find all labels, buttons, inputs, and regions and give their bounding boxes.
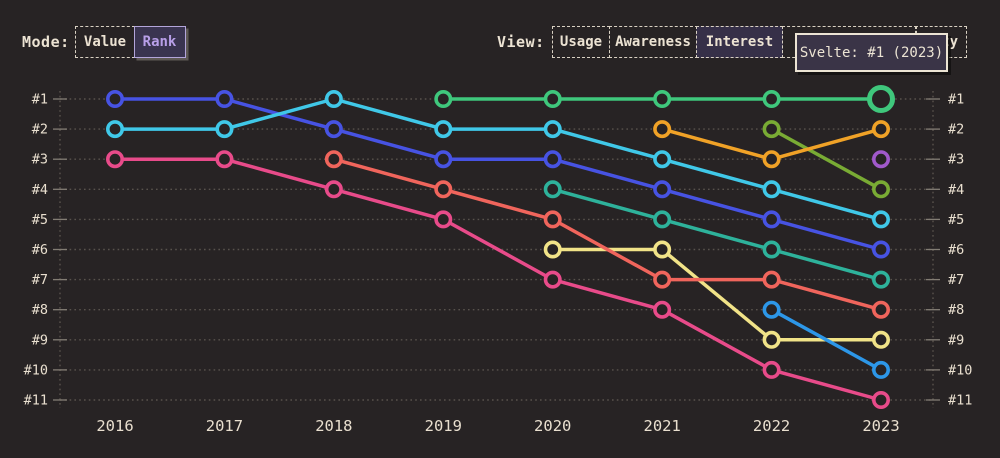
data-point-cyan-2020[interactable]: [543, 120, 562, 139]
rank-label-right: #4: [948, 182, 964, 198]
data-point-green-2022[interactable]: [762, 90, 781, 109]
data-point-pink-2020[interactable]: [543, 270, 562, 289]
data-point-blue-2023[interactable]: [872, 240, 891, 259]
view-button-usage[interactable]: Usage: [552, 26, 610, 58]
rank-label-right: #2: [948, 122, 964, 138]
rank-label-right: #6: [948, 242, 964, 258]
year-label-2020: 2020: [534, 417, 571, 435]
data-point-salmon-2018[interactable]: [324, 150, 343, 169]
rank-label-right: #7: [948, 272, 964, 288]
view-label: View:: [497, 33, 545, 51]
rank-label-left: #3: [32, 152, 48, 168]
data-point-yellow-2023[interactable]: [872, 330, 891, 349]
data-point-pink-2019[interactable]: [434, 210, 453, 229]
rank-label-left: #4: [32, 182, 48, 198]
data-point-cyan-2019[interactable]: [434, 120, 453, 139]
rank-label-left: #5: [32, 212, 48, 228]
data-point-orange-2023[interactable]: [872, 120, 891, 139]
data-point-sky-2022[interactable]: [762, 300, 781, 319]
series-line-blue: [113, 97, 883, 252]
data-point-blue-2016[interactable]: [106, 90, 125, 109]
year-label-2017: 2017: [206, 417, 243, 435]
data-point-pink-2021[interactable]: [653, 300, 672, 319]
rank-label-left: #10: [24, 362, 48, 378]
data-point-salmon-2020[interactable]: [543, 210, 562, 229]
series-line-salmon: [332, 157, 883, 312]
rank-label-right: #9: [948, 332, 964, 348]
data-point-salmon-2021[interactable]: [653, 270, 672, 289]
data-point-cyan-2022[interactable]: [762, 180, 781, 199]
rank-label-left: #1: [32, 92, 48, 108]
year-label-2023: 2023: [862, 417, 899, 435]
data-point-teal-2022[interactable]: [762, 240, 781, 259]
mode-button-rank[interactable]: Rank: [133, 26, 186, 58]
rank-label-right: #3: [948, 152, 964, 168]
view-toggle: Usage Awareness Interest ty: [552, 26, 967, 58]
mode-label: Mode:: [22, 33, 70, 51]
data-point-pink-2016[interactable]: [106, 150, 125, 169]
data-point-salmon-2019[interactable]: [434, 180, 453, 199]
rank-label-right: #5: [948, 212, 964, 228]
rank-label-left: #8: [32, 302, 48, 318]
series-line-olive: [769, 127, 883, 192]
rank-label-left: #2: [32, 122, 48, 138]
year-label-2022: 2022: [753, 417, 790, 435]
series-line-teal: [550, 187, 883, 282]
rank-label-left: #9: [32, 332, 48, 348]
data-point-sky-2023[interactable]: [872, 360, 891, 379]
mode-toggle: Value Rank: [75, 26, 186, 58]
data-point-pink-2017[interactable]: [215, 150, 234, 169]
data-point-blue-2020[interactable]: [543, 150, 562, 169]
data-point-cyan-2023[interactable]: [872, 210, 891, 229]
data-point-cyan-2016[interactable]: [106, 120, 125, 139]
data-point-cyan-2018[interactable]: [324, 90, 343, 109]
tooltip: Svelte: #1 (2023): [795, 33, 948, 72]
rank-label-right: #11: [948, 393, 972, 409]
rank-label-left: #11: [24, 393, 48, 409]
year-label-2016: 2016: [96, 417, 133, 435]
data-point-green-2019[interactable]: [434, 90, 453, 109]
data-point-salmon-2022[interactable]: [762, 270, 781, 289]
data-point-pink-2018[interactable]: [324, 180, 343, 199]
data-point-green-2021[interactable]: [653, 90, 672, 109]
series-line-pink: [113, 157, 883, 402]
data-point-blue-2021[interactable]: [653, 180, 672, 199]
data-point-cyan-2017[interactable]: [215, 120, 234, 139]
data-point-orange-2021[interactable]: [653, 120, 672, 139]
data-point-cyan-2021[interactable]: [653, 150, 672, 169]
data-point-yellow-2020[interactable]: [543, 240, 562, 259]
year-label-2018: 2018: [315, 417, 352, 435]
data-point-blue-2019[interactable]: [434, 150, 453, 169]
rank-label-right: #1: [948, 92, 964, 108]
data-point-blue-2017[interactable]: [215, 90, 234, 109]
year-label-2021: 2021: [643, 417, 680, 435]
series-line-sky: [769, 307, 883, 372]
data-point-green-2023[interactable]: [867, 85, 896, 113]
data-point-teal-2021[interactable]: [653, 210, 672, 229]
rank-label-right: #10: [948, 362, 972, 378]
data-point-yellow-2022[interactable]: [762, 330, 781, 349]
data-point-salmon-2023[interactable]: [872, 300, 891, 319]
data-point-teal-2020[interactable]: [543, 180, 562, 199]
series-line-cyan: [113, 97, 883, 222]
data-point-orange-2022[interactable]: [762, 150, 781, 169]
data-point-olive-2023[interactable]: [872, 180, 891, 199]
data-point-blue-2022[interactable]: [762, 210, 781, 229]
data-point-blue-2018[interactable]: [324, 120, 343, 139]
data-point-yellow-2021[interactable]: [653, 240, 672, 259]
data-point-teal-2023[interactable]: [872, 270, 891, 289]
rank-label-left: #6: [32, 242, 48, 258]
data-point-pink-2022[interactable]: [762, 360, 781, 379]
data-point-green-2020[interactable]: [543, 90, 562, 109]
rank-label-right: #8: [948, 302, 964, 318]
data-point-pink-2023[interactable]: [872, 390, 891, 409]
view-button-interest[interactable]: Interest: [696, 26, 783, 58]
year-label-2019: 2019: [425, 417, 462, 435]
data-point-olive-2022[interactable]: [762, 120, 781, 139]
rank-label-left: #7: [32, 272, 48, 288]
data-point-purple-2023[interactable]: [872, 150, 891, 169]
